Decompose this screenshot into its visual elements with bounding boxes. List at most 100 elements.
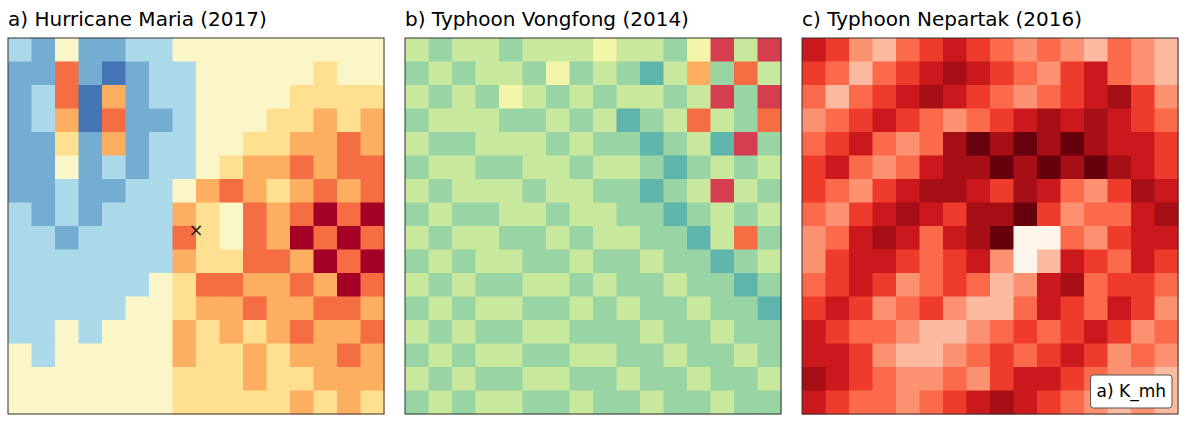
cell (55, 132, 79, 156)
cell (523, 273, 547, 297)
cell (452, 250, 476, 274)
cell (126, 391, 150, 415)
cell (826, 156, 850, 180)
cell (405, 297, 429, 321)
cell (943, 367, 967, 391)
cell (102, 203, 126, 227)
cell (290, 132, 314, 156)
cell (734, 179, 758, 203)
cell (126, 273, 150, 297)
cell (687, 203, 711, 227)
panel-title: b) Typhoon Vongfong (2014) (405, 7, 689, 31)
cell (943, 38, 967, 62)
cell (593, 226, 617, 250)
cell (546, 38, 570, 62)
cell (361, 367, 385, 391)
cell (570, 273, 594, 297)
cell (826, 109, 850, 133)
cell (849, 250, 873, 274)
cell (476, 38, 500, 62)
cell (990, 297, 1014, 321)
cell (55, 273, 79, 297)
cell (196, 179, 220, 203)
cell (196, 297, 220, 321)
cell (849, 62, 873, 86)
cell (967, 38, 991, 62)
cell (452, 344, 476, 368)
cell (243, 320, 267, 344)
cell (1014, 109, 1038, 133)
cell (664, 250, 688, 274)
cell (920, 179, 944, 203)
cell (967, 132, 991, 156)
cell (711, 250, 735, 274)
cell (102, 273, 126, 297)
cell (873, 391, 897, 415)
cell (990, 391, 1014, 415)
cell (1108, 179, 1132, 203)
cell (126, 62, 150, 86)
cell (220, 367, 244, 391)
cell (687, 391, 711, 415)
cell (593, 85, 617, 109)
cell (802, 250, 826, 274)
cell (267, 156, 291, 180)
cell (1131, 273, 1155, 297)
cell (1131, 156, 1155, 180)
cell (523, 203, 547, 227)
cell (758, 109, 782, 133)
cell (476, 297, 500, 321)
cell (1155, 273, 1179, 297)
cell (1108, 320, 1132, 344)
cell (758, 38, 782, 62)
cell (429, 391, 453, 415)
cell (1014, 85, 1038, 109)
cell (617, 226, 641, 250)
cell (873, 132, 897, 156)
cell (55, 156, 79, 180)
cell (79, 344, 103, 368)
cell (711, 109, 735, 133)
cell (243, 85, 267, 109)
cell (687, 367, 711, 391)
cell (1037, 297, 1061, 321)
cell (1131, 109, 1155, 133)
cell (173, 85, 197, 109)
cell (337, 38, 361, 62)
cell (173, 62, 197, 86)
cell (943, 273, 967, 297)
panel: a) Hurricane Maria (2017)× (8, 7, 385, 415)
cell (32, 109, 56, 133)
cell (873, 62, 897, 86)
cell (429, 344, 453, 368)
cell (476, 273, 500, 297)
cell (920, 109, 944, 133)
cell (546, 391, 570, 415)
cell (1155, 226, 1179, 250)
cell (546, 109, 570, 133)
cell (593, 132, 617, 156)
cell (290, 344, 314, 368)
cell (1061, 367, 1085, 391)
cell (314, 203, 338, 227)
cell (1131, 179, 1155, 203)
cell (1131, 85, 1155, 109)
cell (617, 344, 641, 368)
cell (546, 226, 570, 250)
cell (8, 320, 32, 344)
cell (149, 250, 173, 274)
cell (361, 132, 385, 156)
cell (1014, 62, 1038, 86)
cell (990, 203, 1014, 227)
cell (734, 320, 758, 344)
cell (896, 203, 920, 227)
cell (1061, 273, 1085, 297)
cell (405, 156, 429, 180)
cell (243, 344, 267, 368)
cell (967, 85, 991, 109)
cell (429, 62, 453, 86)
cell (55, 297, 79, 321)
panel: b) Typhoon Vongfong (2014) (405, 7, 782, 415)
cell (896, 391, 920, 415)
cell (896, 62, 920, 86)
